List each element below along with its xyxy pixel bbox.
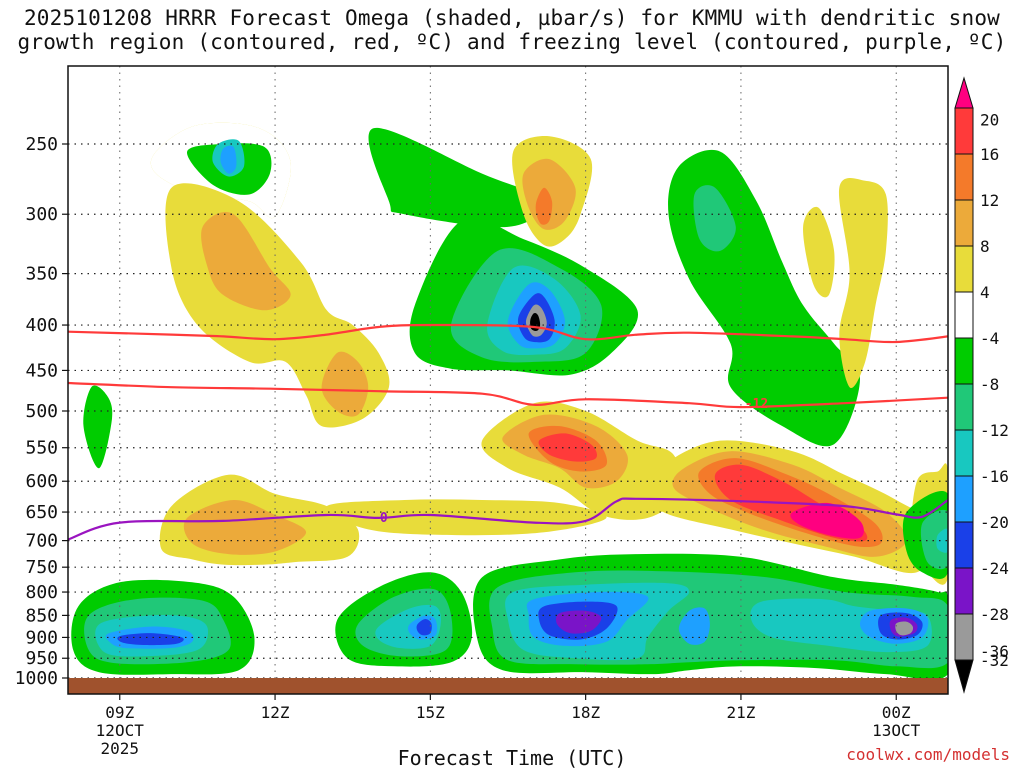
- omega-area-58-level-m20: [678, 607, 710, 645]
- x-tick-label-16-0: 00Z: [882, 703, 911, 722]
- omega-area-30-level-16: [538, 433, 598, 462]
- colorbar-arrow-top: [954, 76, 974, 109]
- x-tick-label-4-0: 12Z: [261, 703, 290, 722]
- colorbar-swatch-10: [954, 521, 974, 569]
- chart-title-line-2: growth region (contoured, red, ºC) and f…: [17, 30, 1007, 54]
- omega-area-21-level-12: [535, 187, 553, 225]
- colorbar-swatch-1: [954, 107, 974, 155]
- colorbar-label-1: 16: [980, 145, 999, 164]
- omega-area-22-level-4: [838, 177, 888, 388]
- colorbar-swatch-3: [954, 199, 974, 247]
- contour-label-freezing: 0: [380, 511, 388, 526]
- colorbar-arrow-bottom: [954, 659, 974, 694]
- contour-line-1: [68, 381, 948, 409]
- contour-line-2: [68, 497, 948, 541]
- omega-area-5-level-m8: [368, 127, 545, 228]
- y-tick-label-500: 500: [25, 401, 58, 422]
- colorbar-label-11: -28: [980, 605, 1009, 624]
- colorbar: 20 16 12 8 4 -4 -8 -12 -16 -20 -24 -28 -32-36: [954, 76, 1009, 694]
- y-tick-label-900: 900: [25, 627, 58, 648]
- colorbar-label-6: -8: [980, 375, 999, 394]
- gridlines: [68, 66, 948, 679]
- y-tick-label-600: 600: [25, 471, 58, 492]
- colorbar-label-2: 12: [980, 191, 999, 210]
- x-tick-label-7-0: 15Z: [416, 703, 445, 722]
- colorbar-label-4: 4: [980, 283, 990, 302]
- colorbar-swatch-4: [954, 245, 974, 293]
- colorbar-swatch-2: [954, 153, 974, 201]
- omega-shading: [71, 122, 948, 680]
- omega-area-61-level-m16: [936, 528, 948, 553]
- x-tick-label-13-0: 21Z: [726, 703, 755, 722]
- y-tick-label-950: 950: [25, 648, 58, 669]
- colorbar-label-9: -20: [980, 513, 1009, 532]
- colorbar-label-3: 8: [980, 237, 990, 256]
- omega-area-18-level-8: [321, 351, 369, 417]
- colorbar-label-0: 20: [980, 111, 999, 130]
- omega-area-35-level-20: [790, 502, 864, 539]
- colorbar-label-7: -12: [980, 421, 1009, 440]
- colorbar-swatch-8: [954, 429, 974, 477]
- colorbar-label-13: -36: [980, 642, 1009, 661]
- colorbar-swatch-12: [954, 613, 974, 661]
- y-tick-label-550: 550: [25, 438, 58, 459]
- x-tick-label-16-1: 13OCT: [872, 721, 921, 740]
- y-tick-label-650: 650: [25, 502, 58, 523]
- omega-area-15-level-m8: [83, 385, 113, 469]
- omega-area-4-level-m20: [220, 145, 237, 174]
- omega-area-17-level-8: [201, 212, 291, 311]
- y-axis: 2503003504004505005506006507007508008509…: [15, 134, 68, 689]
- y-tick-label-750: 750: [25, 557, 58, 578]
- omega-area-60-level-m12: [920, 509, 948, 570]
- colorbar-label-5: -4: [980, 329, 999, 348]
- omega-area-41-level-m24: [117, 633, 184, 646]
- colorbar-label-8: -16: [980, 467, 1009, 486]
- colorbar-label-12: -32: [980, 651, 1009, 670]
- x-axis-title: Forecast Time (UTC): [397, 746, 627, 770]
- colorbar-swatch-7: [954, 383, 974, 431]
- colorbar-swatch-11: [954, 567, 974, 615]
- temperature-contours: -12 0: [68, 323, 948, 541]
- omega-area-52-level-m28: [555, 610, 602, 634]
- omega-area-14-level-m12: [693, 185, 736, 252]
- y-tick-label-850: 850: [25, 605, 58, 626]
- y-tick-label-1000: 1000: [15, 668, 58, 689]
- y-tick-label-300: 300: [25, 204, 58, 225]
- contour-line-0: [68, 323, 948, 344]
- x-tick-label-1-0: 09Z: [105, 703, 134, 722]
- ground-surface: [68, 678, 948, 694]
- colorbar-label-10: -24: [980, 559, 1009, 578]
- colorbar-swatch-6: [954, 337, 974, 385]
- x-tick-label-10-0: 18Z: [571, 703, 600, 722]
- omega-area-57-level-m32: [895, 621, 914, 636]
- y-tick-label-700: 700: [25, 531, 58, 552]
- y-tick-label-250: 250: [25, 134, 58, 155]
- y-tick-label-350: 350: [25, 264, 58, 285]
- plot-frame: [67, 65, 949, 695]
- omega-area-23-level-4: [803, 206, 835, 298]
- y-tick-label-450: 450: [25, 360, 58, 381]
- y-tick-label-400: 400: [25, 315, 58, 336]
- x-tick-label-1-1: 12OCT: [96, 721, 145, 740]
- watermark: coolwx.com/models: [846, 745, 1010, 764]
- contour-label-dgz: -12: [745, 397, 768, 412]
- colorbar-swatch-5: [954, 291, 974, 339]
- chart-title-line-1: 2025101208 HRRR Forecast Omega (shaded, …: [23, 6, 1001, 30]
- y-tick-label-800: 800: [25, 582, 58, 603]
- colorbar-swatch-9: [954, 475, 974, 523]
- chart-title: 2025101208 HRRR Forecast Omega (shaded, …: [0, 6, 1024, 54]
- x-tick-label-1-2: 2025: [100, 739, 139, 758]
- omega-area-46-level-m24: [416, 618, 432, 636]
